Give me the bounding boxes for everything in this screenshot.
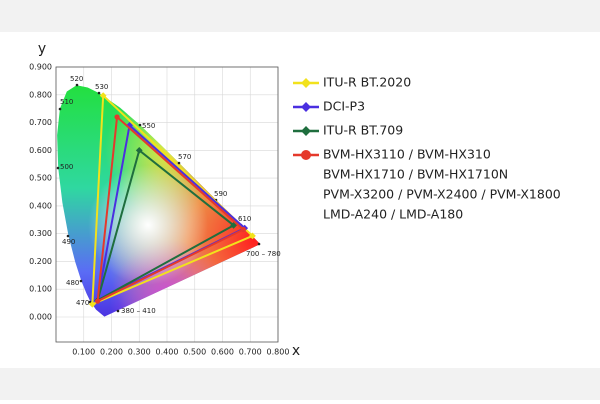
wl-label: 470 [76, 299, 89, 307]
legend-label: ITU-R BT.709 [323, 123, 403, 138]
marker [249, 232, 256, 240]
x-tick-label: 0.300 [128, 348, 151, 357]
gamut-triangle [96, 114, 246, 303]
dot [97, 91, 101, 95]
plot-frame [55, 66, 279, 343]
x-tick-label: 0.600 [211, 348, 234, 357]
y-tick-label: 0.000 [29, 313, 52, 322]
bottom-band [0, 368, 600, 400]
wl-label: 590 [214, 190, 227, 198]
y-tick-label: 0.100 [29, 285, 52, 294]
legend-label: LMD-A240 / LMD-A180 [323, 207, 463, 222]
dot [75, 83, 79, 87]
y-tick-label: 0.500 [29, 174, 52, 183]
top-band [0, 0, 600, 32]
wl-label: 510 [60, 98, 73, 106]
dot [177, 161, 181, 165]
legend-label: PVM-X3200 / PVM-X2400 / PVM-X1800 [323, 187, 561, 202]
wl-label: 480 [66, 279, 79, 287]
marker [135, 146, 143, 154]
gamut-triangle [96, 148, 236, 303]
wl-label: 700 – 780 [246, 250, 281, 258]
x-tick-label: 0.200 [100, 348, 123, 357]
marker [114, 114, 120, 120]
legend-label: BVM-HX3110 / BVM-HX310 [323, 147, 491, 162]
x-tick-label: 0.700 [239, 348, 262, 357]
wl-label: 570 [178, 153, 191, 161]
marker [301, 102, 311, 112]
y-tick-label: 0.200 [29, 257, 52, 266]
marker [301, 126, 311, 136]
wl-label: 380 – 410 [121, 307, 156, 315]
y-tick-label: 0.300 [29, 229, 52, 238]
spectral-locus [57, 85, 261, 317]
y-tick-label: 0.800 [29, 90, 52, 99]
dot [56, 166, 60, 170]
y-tick-label: 0.700 [29, 118, 52, 127]
marker [301, 78, 311, 88]
marker [88, 300, 96, 308]
y-tick-label: 0.400 [29, 201, 52, 210]
dot [66, 234, 70, 238]
x-tick-label: 0.400 [156, 348, 179, 357]
wl-label: 520 [70, 75, 83, 83]
x-tick-label: 0.100 [72, 348, 95, 357]
gamut-triangle [91, 93, 255, 306]
y-tick-label: 0.900 [29, 63, 52, 72]
wl-label: 500 [60, 163, 73, 171]
marker [240, 226, 246, 233]
marker [95, 298, 101, 304]
x-axis-label: x [292, 343, 300, 359]
y-tick-label: 0.600 [29, 146, 52, 155]
marker [99, 92, 107, 99]
x-tick-label: 0.500 [183, 348, 206, 357]
dot [58, 107, 62, 111]
dot [116, 309, 120, 313]
legend-label: BVM-HX1710 / BVM-HX1710N [323, 167, 508, 182]
wavelength-labels: 520 530 510 550 500 570 490 590 610 480 … [56, 75, 281, 315]
dot [138, 123, 142, 127]
wl-label: 610 [238, 215, 251, 223]
dot [257, 242, 261, 246]
dot [79, 279, 83, 283]
marker [301, 150, 311, 160]
x-tick-label: 0.800 [267, 348, 290, 357]
wl-label: 550 [142, 122, 155, 130]
wl-label: 490 [62, 238, 75, 246]
legend-label: ITU-R BT.2020 [323, 75, 411, 90]
legend-label: DCI-P3 [323, 99, 365, 114]
y-axis-label: y [38, 41, 46, 57]
wl-label: 530 [95, 83, 108, 91]
